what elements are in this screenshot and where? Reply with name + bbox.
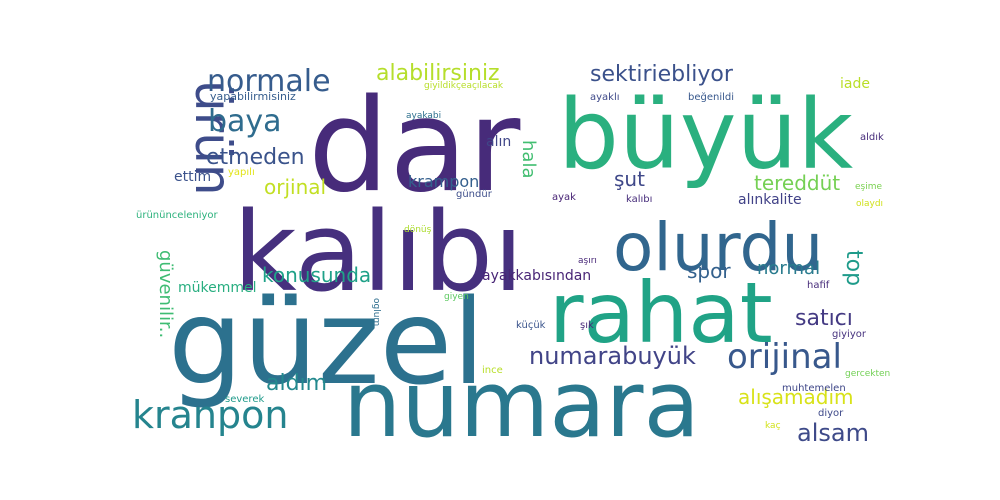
word-gu-zel-3: güzel [168,273,485,411]
word-numara-4: numara [343,351,700,458]
word-al-n-33: alın [486,134,511,150]
word-dar-0: dar [308,72,521,221]
word-ku-c-u-k-54: küçük [516,320,546,331]
word-ald-m-21: aldım [266,371,327,396]
word-iade-35: iade [840,76,870,92]
word-krampon-29: krampon [408,172,479,191]
word-giyiyor-56: giyiyor [832,329,867,340]
word-top-18: top [841,250,866,286]
word-yap-l-42: yapılı [228,167,255,178]
word-ayakkab-s-ndan-30: ayakkabısından [482,268,591,284]
word-etmeden-15: etmeden [206,145,305,170]
word-gu-venilir-16: güvenilir.. [155,250,176,338]
word-hala-28: hala [518,140,539,178]
word-orijinal-9: orijinal [727,337,842,377]
word-olayd-48: olaydı [856,199,883,209]
word-alsam-20: alsam [797,419,869,447]
word-u-ru-nu-nceleniyor-43: ürününceleniyor [136,210,219,221]
word-ayakl-38: ayaklı [590,92,620,103]
word-severek-60: severek [225,394,264,405]
word-tereddu-t-24: tereddüt [754,171,840,195]
word-oglum-53: oglum [371,298,381,326]
word-es-ime-47: eşime [855,182,882,192]
word-sat-c-19: satıcı [795,306,853,331]
word-u-ru-n-7: ürün [184,80,242,196]
word-ayak-45: ayak [552,192,576,203]
word-orjinal-23: orjinal [264,175,326,199]
word-ald-k-41: aldık [860,132,884,143]
word-al-nkalite-32: alınkalite [738,192,802,208]
word-normale-11: normale [207,64,331,99]
word-s-ut-27: şut [614,167,645,191]
word-diyor-61: diyor [818,408,844,419]
word-kranpon-8: kranpon [132,393,288,437]
word-kac-62: kaç [765,421,781,431]
word-s-k-55: şık [580,320,594,331]
word-mu-kemmel-31: mükemmel [178,280,257,296]
word-gercekten-59: gercekten [845,369,890,379]
word-yapabilirmisiniz-36: yapabilirmisiniz [210,90,296,103]
word-ettim-34: ettim [174,169,211,185]
word-muhtemelen-58: muhtemelen [782,383,846,394]
word-kal-b-2: kalıbı [233,188,524,316]
word-hafif-52: hafif [807,280,830,291]
word-normal-25: normal [757,258,820,279]
word-do-nu-s-49: dönüş [404,225,432,235]
word-kal-b-46: kalıbı [626,194,652,205]
word-numarabuyu-k-10: numarabuyük [529,342,696,370]
word-olurdu-6: olurdu [613,209,823,286]
word-sektiriebliyor-14: sektiriebliyor [590,62,734,87]
word-giyen-51: giyen [444,292,469,302]
word-rahat-5: rahat [549,264,773,362]
word-spor-26: spor [687,259,731,283]
word-as-r-50: aşırı [578,256,597,266]
word-al-s-amad-m-22: alışamadım [738,385,854,409]
word-konusunda-17: konusunda [262,263,371,287]
word-beg-enildi-39: beğenildi [688,91,734,103]
word-baya-12: baya [208,104,282,139]
word-ayakabi-40: ayakabi [406,111,441,121]
word-giyildikc-eac-lacak-37: giyildikçeaçılacak [424,81,504,91]
word-ince-57: ince [482,365,503,376]
word-alabilirsiniz-13: alabilirsiniz [376,61,500,86]
word-gu-ndu-r-44: gündür [456,189,493,200]
word-bu-yu-k-1: büyük [558,79,853,191]
